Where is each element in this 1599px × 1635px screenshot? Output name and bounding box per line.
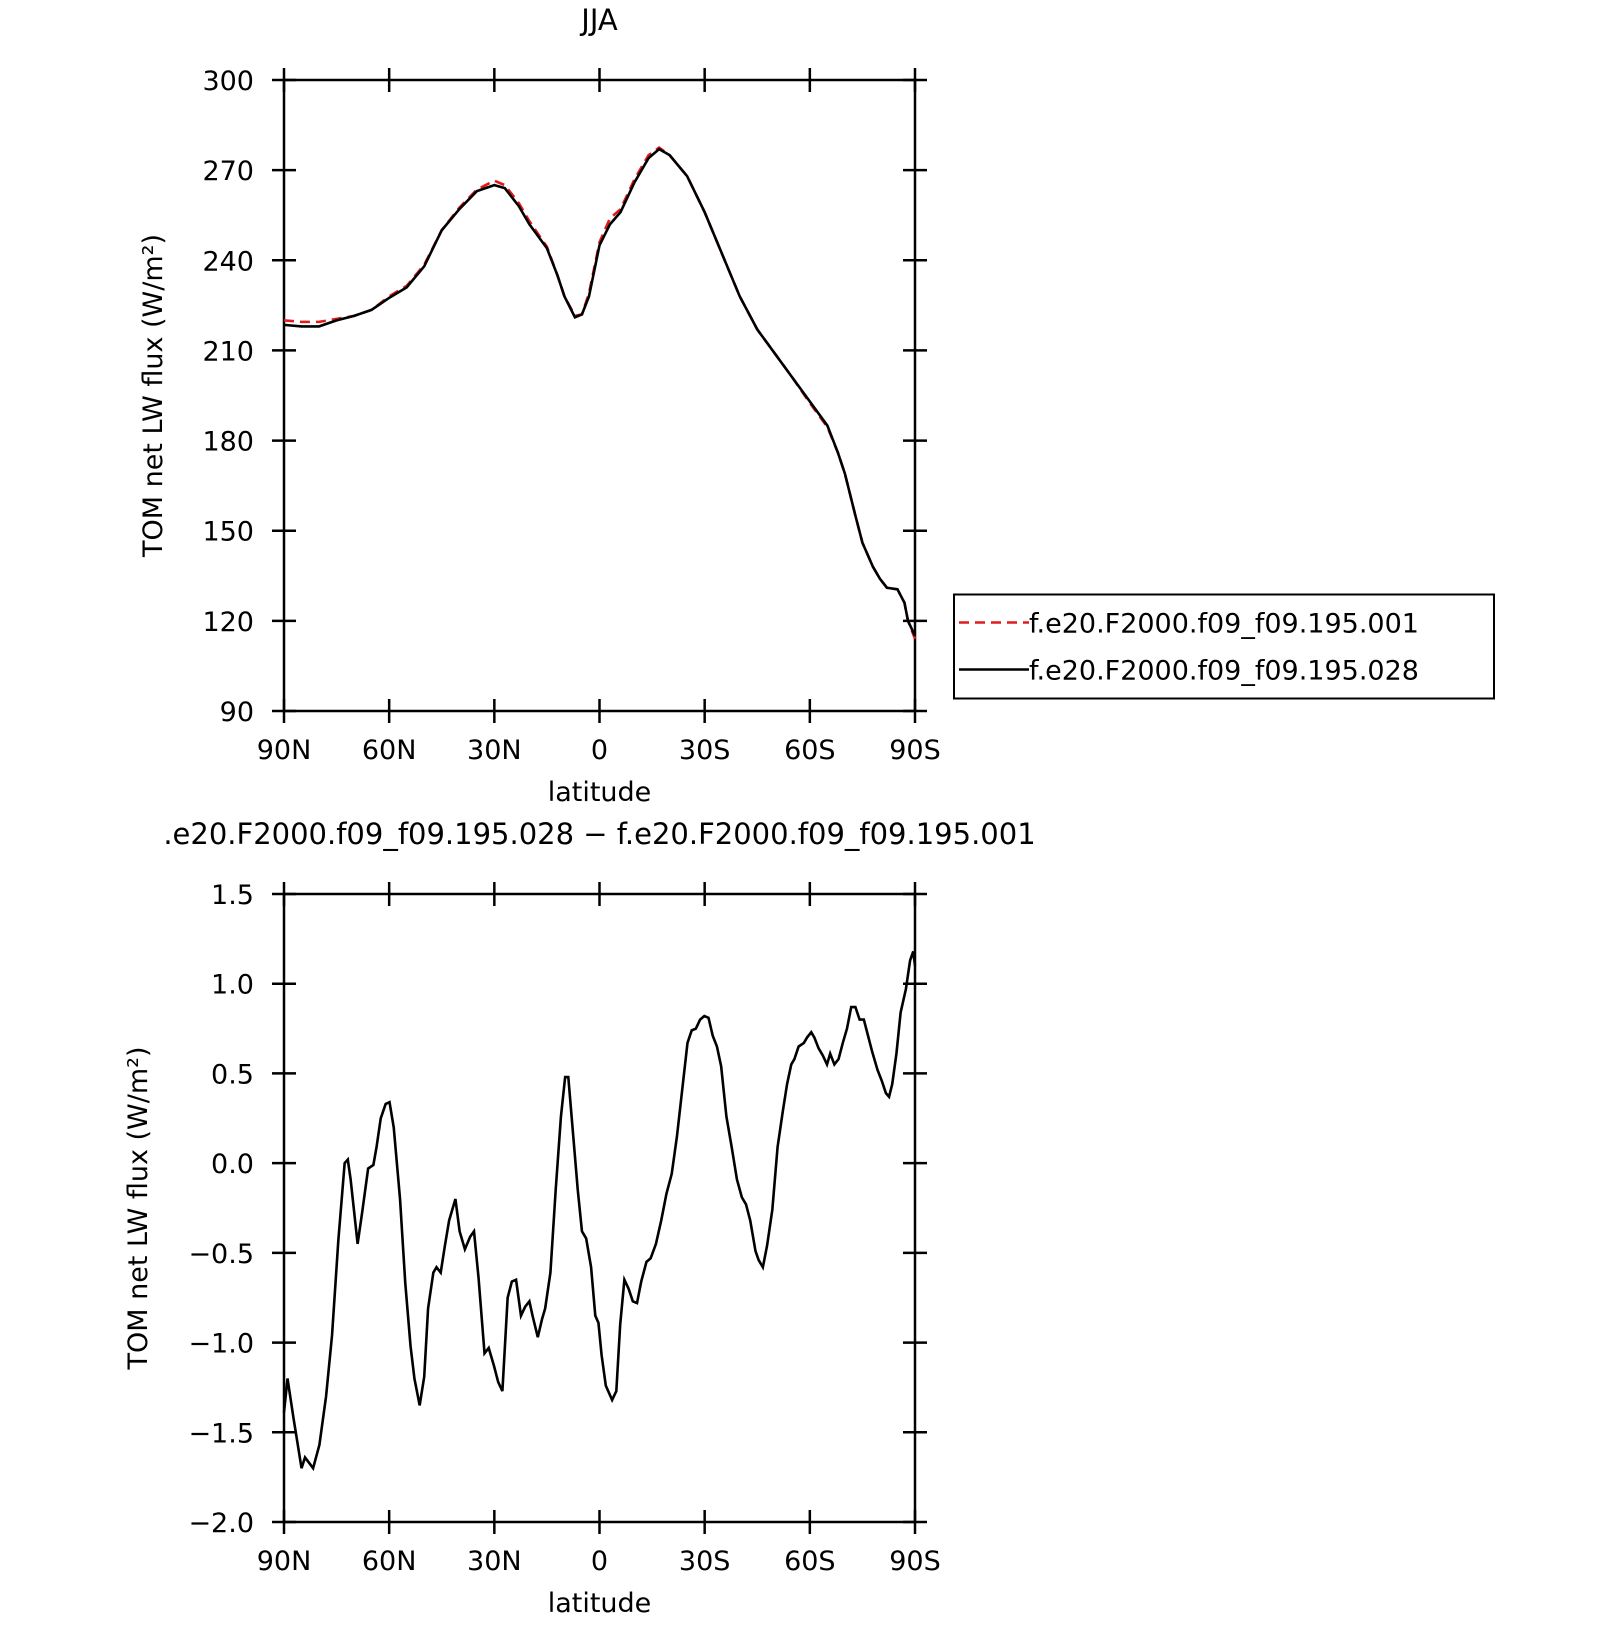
data-line [283,146,917,640]
data-line [283,147,917,637]
x-tick-label: 30N [467,1546,522,1577]
y-tick-label: −1.0 [188,1329,254,1360]
y-tick-label: 0.0 [211,1149,254,1180]
x-tick-label: 30S [679,1546,731,1577]
x-tick-label: 30N [467,735,522,766]
x-tick-label: 60N [362,735,417,766]
x-tick-label: 0 [591,735,608,766]
x-tick-label: 0 [591,1546,608,1577]
y-tick-label: 150 [202,517,254,548]
x-axis-label: latitude [548,777,652,808]
x-tick-label: 90S [889,735,941,766]
x-tick-label: 60S [784,735,836,766]
y-tick-label: 270 [202,156,254,187]
x-tick-label: 60N [362,1546,417,1577]
data-line [282,950,917,1472]
y-tick-label: −0.5 [188,1239,254,1270]
x-tick-label: 90N [257,1546,312,1577]
x-tick-label: 30S [679,735,731,766]
x-tick-label: 90S [889,1546,941,1577]
x-axis-label: latitude [548,1588,652,1619]
x-tick-label: 60S [784,1546,836,1577]
chart-title: JJA [579,3,618,37]
y-axis-label: TOM net LW flux (W/m²) [138,234,169,558]
plot-frame [282,892,917,1524]
y-tick-label: 120 [202,607,254,638]
y-tick-label: 210 [202,336,254,367]
y-tick-label: 180 [202,427,254,458]
legend-box [953,593,1495,700]
plot-frame [282,78,917,713]
x-tick-label: 90N [257,735,312,766]
y-tick-label: 0.5 [211,1059,254,1090]
y-tick-label: 1.0 [211,970,254,1001]
y-tick-label: 1.5 [211,880,254,911]
y-tick-label: −2.0 [188,1508,254,1539]
chart-title: .e20.F2000.f09_f09.195.028 − f.e20.F2000… [163,817,1035,851]
y-axis-label: TOM net LW flux (W/m²) [123,1046,154,1370]
legend-label: f.e20.F2000.f09_f09.195.028 [1029,656,1419,687]
y-tick-label: 240 [202,246,254,277]
y-tick-label: 90 [220,697,254,728]
legend-label: f.e20.F2000.f09_f09.195.001 [1029,609,1419,640]
y-tick-label: −1.5 [188,1418,254,1449]
y-tick-label: 300 [202,66,254,97]
